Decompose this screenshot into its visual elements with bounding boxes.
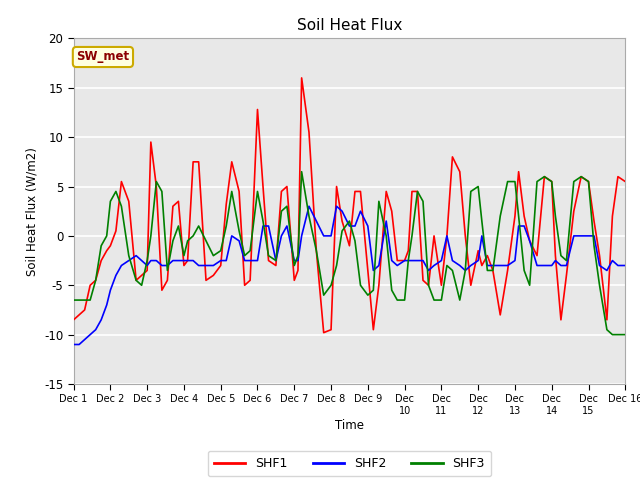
Legend: SHF1, SHF2, SHF3: SHF1, SHF2, SHF3 bbox=[208, 451, 491, 476]
Text: SW_met: SW_met bbox=[76, 50, 129, 63]
Title: Soil Heat Flux: Soil Heat Flux bbox=[297, 18, 402, 33]
Y-axis label: Soil Heat Flux (W/m2): Soil Heat Flux (W/m2) bbox=[26, 147, 38, 276]
X-axis label: Time: Time bbox=[335, 419, 364, 432]
